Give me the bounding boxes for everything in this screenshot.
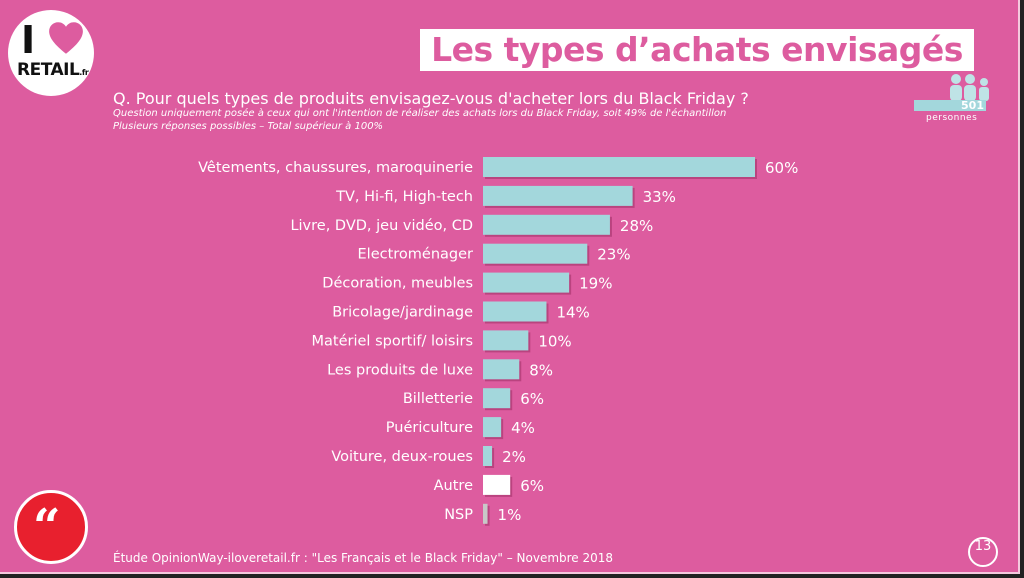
category-label: Bricolage/jardinage [332,305,473,321]
source-text: Étude OpinionWay-iloveretail.fr : "Les F… [113,551,614,565]
bar [483,330,529,351]
sample-count: 501 [961,99,984,112]
bar [483,446,493,466]
value-label: 28% [620,217,653,235]
bar [483,185,633,206]
heart-icon [49,22,83,54]
question-note-1: Question uniquement posée à ceux qui ont… [113,108,727,119]
page-number: 13 [968,537,998,567]
value-label: 8% [529,361,553,379]
sample-label: personnes [926,113,978,123]
people-icon [950,74,989,101]
bar [483,503,488,524]
quote-icon: “ [14,490,88,564]
value-label: 10% [538,332,571,350]
value-label: 33% [643,188,676,206]
bar [483,214,610,235]
question-text: Q. Pour quels types de produits envisage… [113,89,749,108]
value-label: 2% [502,448,526,466]
category-label: Billetterie [403,391,473,407]
question-note-2: Plusieurs réponses possibles – Total sup… [113,121,384,132]
category-label: Autre [434,478,473,494]
category-label: Matériel sportif/ loisirs [312,333,473,349]
category-label: Puériculture [386,420,473,436]
logo-retail-text: RETAIL.fr [17,60,89,80]
value-label: 14% [556,304,589,322]
value-label: 1% [498,506,522,524]
value-label: 4% [511,419,535,437]
bar [483,243,588,264]
iloveretail-logo: I RETAIL.fr [8,10,94,96]
category-label: Vêtements, chaussures, maroquinerie [198,160,473,176]
logo-i-text: I [21,18,36,62]
category-label: Voiture, deux-roues [331,449,473,465]
category-label: Décoration, meubles [322,276,473,292]
category-label: Livre, DVD, jeu vidéo, CD [290,218,473,234]
bar [483,417,502,438]
category-label: Electroménager [358,247,474,263]
sample-size-badge: 501 personnes [912,70,992,130]
bar [483,272,570,293]
logo-fr-text: .fr [79,68,89,77]
sample-bar [914,100,986,111]
value-label: 23% [597,246,630,264]
category-label: NSP [444,507,473,523]
page-title: Les types d’achats envisagés [420,29,974,71]
value-label: 19% [579,275,612,293]
bar [483,301,547,322]
bar [483,474,511,495]
bar [483,359,520,380]
value-label: 6% [520,390,544,408]
bar [483,388,511,409]
bar [483,157,755,177]
category-label: Les produits de luxe [327,362,473,378]
value-label: 6% [520,477,544,495]
value-label: 60% [765,159,798,177]
category-label: TV, Hi-fi, High-tech [335,189,473,205]
